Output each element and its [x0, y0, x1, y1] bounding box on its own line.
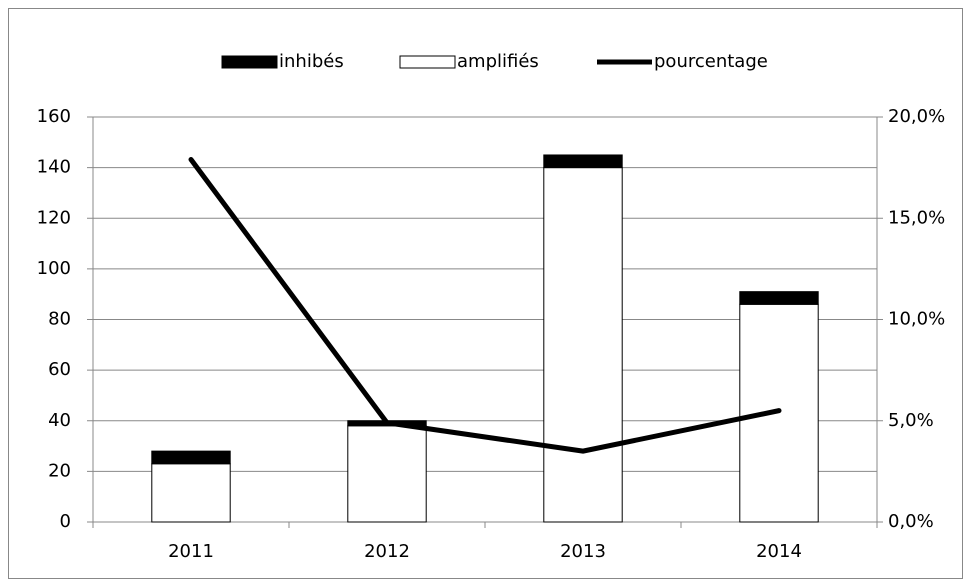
bar	[347, 425, 427, 523]
legend-label: inhibés	[279, 51, 344, 72]
y2-tick-label: 10,0%	[888, 309, 945, 330]
y2-tick-label: 5,0%	[888, 410, 934, 431]
x-tick-label: 2014	[756, 541, 802, 562]
bar	[151, 463, 231, 523]
x-tick-label: 2011	[168, 541, 214, 562]
y-tick-label: 100	[37, 258, 71, 279]
y-tick-label: 160	[37, 106, 71, 127]
legend-swatch	[399, 55, 456, 69]
y-tick-label: 140	[37, 157, 71, 178]
line	[188, 157, 782, 454]
y2-tick-label: 15,0%	[888, 207, 945, 228]
y-tick-label: 80	[48, 309, 71, 330]
bar	[543, 154, 623, 169]
legend-label: pourcentage	[654, 51, 768, 72]
x-tick-label: 2012	[364, 541, 410, 562]
legend-swatch	[221, 55, 278, 69]
y-tick-label: 60	[48, 359, 71, 380]
bar	[543, 167, 623, 523]
bar	[739, 291, 819, 305]
legend-label: amplifiés	[457, 51, 539, 72]
y2-tick-label: 20,0%	[888, 106, 945, 127]
y-tick-label: 40	[48, 410, 71, 431]
y-tick-label: 0	[60, 511, 71, 532]
bar	[151, 450, 231, 465]
y-tick-label: 20	[48, 460, 71, 481]
y2-tick-label: 0,0%	[888, 511, 934, 532]
y-tick-label: 120	[37, 207, 71, 228]
x-tick-label: 2013	[560, 541, 606, 562]
